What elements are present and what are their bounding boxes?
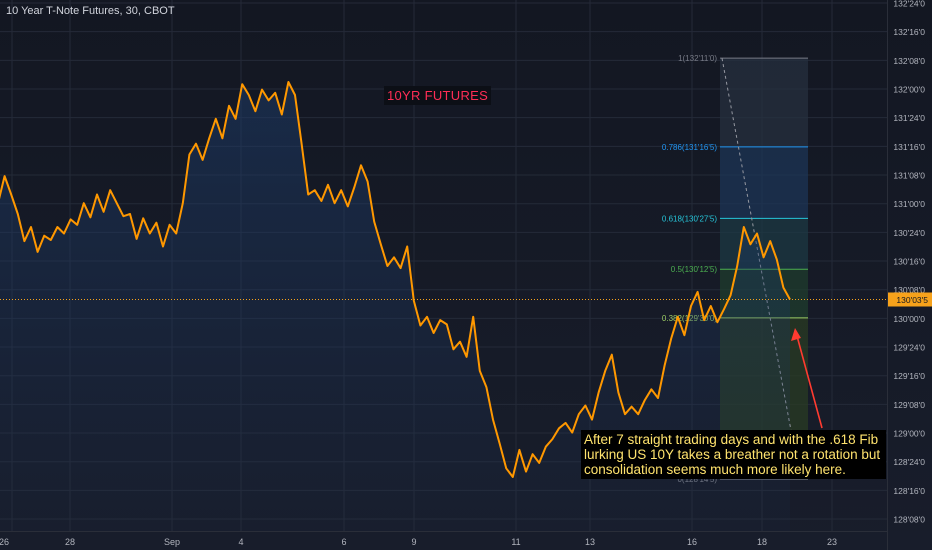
y-tick-label: 131'08'0 [893, 171, 925, 181]
fib-level-label: 0.786(131'16'5) [662, 143, 717, 152]
fib-band [720, 146, 808, 219]
y-tick-label: 130'16'0 [893, 257, 925, 267]
arrow-head-icon [791, 328, 801, 341]
y-tick-label: 129'00'0 [893, 429, 925, 439]
chart-title: 10 Year T-Note Futures, 30, CBOT [6, 5, 175, 17]
y-tick-label: 132'24'0 [893, 0, 925, 9]
x-tick-label: 28 [65, 537, 75, 547]
y-tick-label: 128'24'0 [893, 457, 925, 467]
fib-band [720, 58, 808, 147]
x-tick-label: 4 [238, 537, 243, 547]
fib-level-label: 0.5(130'12'5) [671, 265, 718, 274]
fib-level-label: 0.618(130'27'5) [662, 214, 717, 223]
y-tick-label: 131'00'0 [893, 199, 925, 209]
x-tick-label: Sep [164, 537, 180, 547]
y-tick-label: 132'00'0 [893, 85, 925, 95]
x-tick-label: 26 [0, 537, 9, 547]
fib-level-label: 1(132'11'0) [678, 54, 717, 63]
x-tick-label: 23 [827, 537, 837, 547]
chart-annotation: 10YR FUTURES [384, 86, 492, 105]
y-tick-label: 131'24'0 [893, 113, 925, 123]
y-tick-label: 129'08'0 [893, 400, 925, 410]
y-tick-label: 130'08'0 [893, 285, 925, 295]
analysis-note: After 7 straight trading days and with t… [581, 430, 886, 479]
y-tick-label: 129'16'0 [893, 371, 925, 381]
x-tick-label: 18 [757, 537, 767, 547]
x-tick-label: 13 [585, 537, 595, 547]
y-tick-label: 130'00'0 [893, 314, 925, 324]
y-tick-label: 129'24'0 [893, 343, 925, 353]
current-price-label: 130'03'5 [896, 295, 928, 305]
y-tick-label: 128'08'0 [893, 515, 925, 525]
x-tick-label: 9 [411, 537, 416, 547]
x-tick-label: 16 [687, 537, 697, 547]
y-tick-label: 132'16'0 [893, 27, 925, 37]
price-line [0, 81, 791, 478]
y-tick-label: 131'16'0 [893, 142, 925, 152]
y-tick-label: 130'24'0 [893, 228, 925, 238]
arrow-line [796, 335, 823, 429]
x-tick-label: 6 [341, 537, 346, 547]
x-tick-label: 11 [511, 537, 520, 547]
current-price-tag [888, 292, 932, 307]
y-tick-label: 128'16'0 [893, 486, 925, 496]
y-tick-label: 132'08'0 [893, 56, 925, 66]
